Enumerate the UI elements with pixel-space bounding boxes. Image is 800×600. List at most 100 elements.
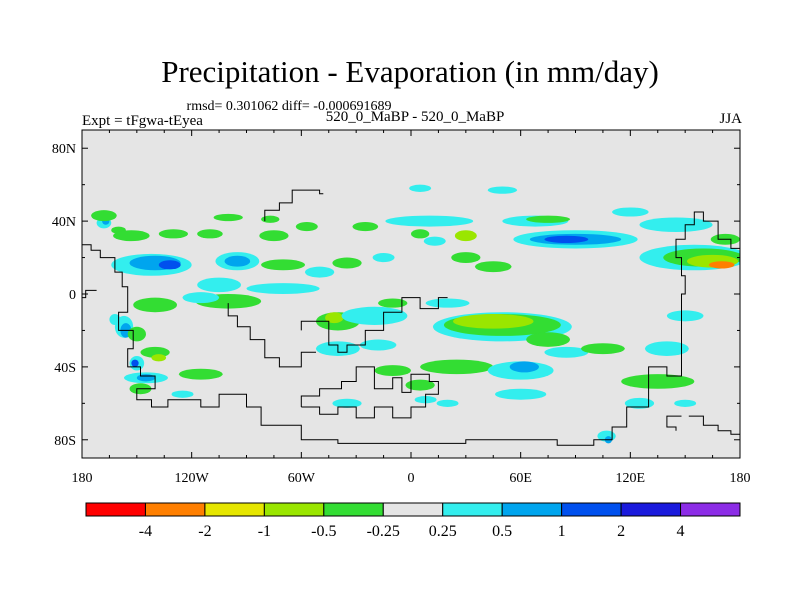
coastline: [82, 211, 740, 446]
x-tick-label: 0: [408, 471, 415, 486]
contour-patch: [624, 397, 655, 409]
colorbar-label: 0.25: [429, 523, 457, 540]
contour-patch: [332, 257, 362, 269]
contour-patch: [487, 186, 518, 194]
contour-patch: [197, 277, 242, 293]
colorbar-label: 1: [558, 523, 566, 540]
y-tick-label: 40S: [54, 361, 76, 376]
contour-patch: [420, 359, 494, 375]
contour-patch: [526, 215, 571, 223]
right-string-season: JJA: [719, 111, 742, 127]
contour-patch: [197, 229, 223, 239]
y-tick-label: 80N: [52, 142, 76, 157]
contour-patch: [332, 398, 362, 408]
center-string-period: 520_0_MaBP - 520_0_MaBP: [326, 109, 505, 125]
colorbar-label: 0.5: [492, 523, 512, 540]
contour-patch: [158, 260, 181, 270]
x-tick-label: 180: [72, 471, 93, 486]
colorbar-swatch: [323, 502, 384, 517]
coastline-layer: [82, 189, 740, 446]
contour-patch: [425, 298, 470, 308]
contour-patch: [644, 341, 689, 356]
chart-subtitle-stats: rmsd= 0.301062 diff= -0.000691689: [187, 99, 392, 114]
chart-title: Precipitation - Evaporation (in mm/day): [161, 54, 659, 89]
axis-ticks: 180 120W 60W 0 60E 120E 180 80N 40N 0 40S 80S: [52, 130, 751, 486]
colorbar-label: -0.5: [311, 523, 336, 540]
colorbar-swatch: [263, 502, 325, 517]
contour-patch: [113, 230, 150, 242]
contour-patch: [453, 314, 534, 329]
contour-patch: [580, 343, 625, 355]
contour-patch: [325, 312, 344, 324]
colorbar-swatch: [382, 502, 444, 517]
contour-patch: [182, 292, 220, 304]
contour-patch: [151, 354, 167, 362]
colorbar-swatch: [144, 502, 206, 517]
contour-patch: [158, 229, 189, 239]
contour-patch: [374, 365, 411, 376]
contour-patch: [261, 259, 305, 271]
contour-field-layer: [91, 184, 740, 444]
contour-patch: [295, 222, 318, 232]
contour-patch: [612, 207, 649, 217]
x-tick-label: 60E: [509, 471, 532, 486]
contour-patch: [526, 332, 571, 347]
colorbar-swatch: [680, 502, 741, 517]
contour-patch: [178, 368, 223, 380]
colorbar-swatch: [561, 502, 622, 517]
contour-patch: [91, 210, 117, 222]
plot-area: [81, 129, 741, 459]
x-tick-label: 180: [730, 471, 751, 486]
contour-patch: [674, 399, 697, 407]
contour-patch: [474, 261, 512, 273]
contour-patch: [385, 215, 474, 227]
colorbar-swatch: [442, 502, 503, 517]
contour-patch: [261, 215, 280, 223]
colorbar-swatch: [85, 502, 146, 517]
y-tick-label: 0: [69, 288, 76, 303]
contour-patch: [136, 374, 156, 382]
colorbar-label: 2: [617, 523, 625, 540]
x-tick-label: 60W: [288, 471, 316, 486]
contour-patch: [451, 252, 481, 264]
contour-patch: [409, 184, 432, 192]
contour-patch: [708, 261, 735, 269]
contour-patch: [411, 229, 430, 239]
colorbar-label: -1: [258, 523, 271, 540]
coastline: [688, 415, 740, 435]
colorbar-swatch: [620, 502, 682, 517]
coastline: [310, 189, 324, 195]
colorbar-swatch: [501, 502, 563, 517]
colorbar-label: -4: [139, 523, 152, 540]
contour-patch: [621, 374, 695, 389]
coastline: [300, 297, 448, 353]
colorbar-swatch: [204, 502, 265, 517]
contour-patch: [666, 310, 704, 322]
contour-patch: [359, 339, 397, 351]
contour-patch: [246, 283, 320, 294]
contour-patch: [131, 359, 139, 367]
left-string-experiment: Expt = tFgwa-tEyea: [82, 113, 203, 129]
colorbar-label: 4: [677, 523, 685, 540]
contour-patch: [341, 306, 408, 325]
contour-patch: [259, 230, 289, 242]
contour-patch: [544, 346, 589, 358]
colorbar-label: -0.25: [367, 523, 400, 540]
contour-patch: [224, 255, 251, 267]
y-tick-label: 40N: [52, 215, 76, 230]
colorbar: -4 -2 -1 -0.5 -0.25 0.25 0.5 1 2 4: [85, 502, 741, 540]
contour-patch: [304, 266, 335, 278]
contour-patch: [509, 361, 539, 373]
contour-patch: [171, 390, 194, 398]
contour-patch: [405, 379, 435, 391]
coastline: [227, 303, 316, 368]
contour-patch: [378, 298, 408, 308]
contour-patch: [454, 230, 477, 242]
x-tick-label: 120W: [175, 471, 210, 486]
colorbar-label: -2: [198, 523, 211, 540]
contour-patch: [544, 235, 589, 243]
contour-patch: [495, 388, 547, 400]
contour-patch: [127, 326, 146, 342]
contour-patch: [213, 213, 243, 222]
coastline: [666, 415, 682, 431]
